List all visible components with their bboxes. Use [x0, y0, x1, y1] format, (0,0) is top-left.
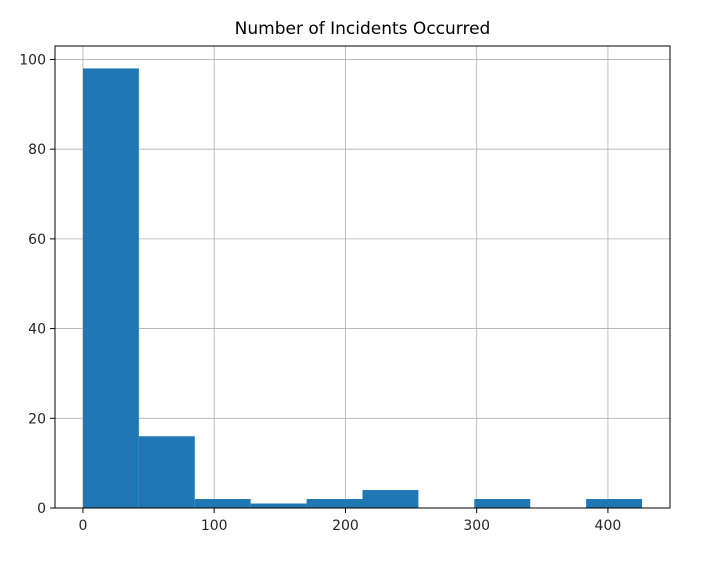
x-tick-label: 0: [78, 518, 87, 534]
y-tick-label: 80: [28, 142, 46, 158]
histogram-bar: [474, 499, 531, 508]
histogram-bar: [306, 499, 363, 508]
chart-title: Number of Incidents Occurred: [235, 19, 491, 39]
axes-frame: [54, 45, 671, 509]
y-tick-label: 20: [28, 411, 46, 427]
x-tick-label: 300: [463, 518, 490, 534]
x-tick-label: 400: [595, 518, 622, 534]
histogram-bar: [586, 499, 643, 508]
histogram-bars: [82, 68, 643, 508]
y-tick-label: 100: [19, 52, 46, 68]
histogram-bar: [82, 68, 139, 508]
plot-area: [55, 46, 670, 508]
y-tick-label: 60: [28, 232, 46, 248]
histogram-bar: [138, 436, 195, 508]
x-tick-label: 100: [201, 518, 228, 534]
y-tick-label: 0: [37, 501, 46, 517]
y-tick-label: 40: [28, 322, 46, 338]
axis-ticks: 0 100 200 300 400 0 20 40 60 80 100: [19, 52, 621, 534]
histogram-bar: [250, 503, 307, 508]
histogram-bar: [194, 499, 251, 508]
histogram-bar: [362, 490, 419, 508]
x-tick-label: 200: [332, 518, 359, 534]
